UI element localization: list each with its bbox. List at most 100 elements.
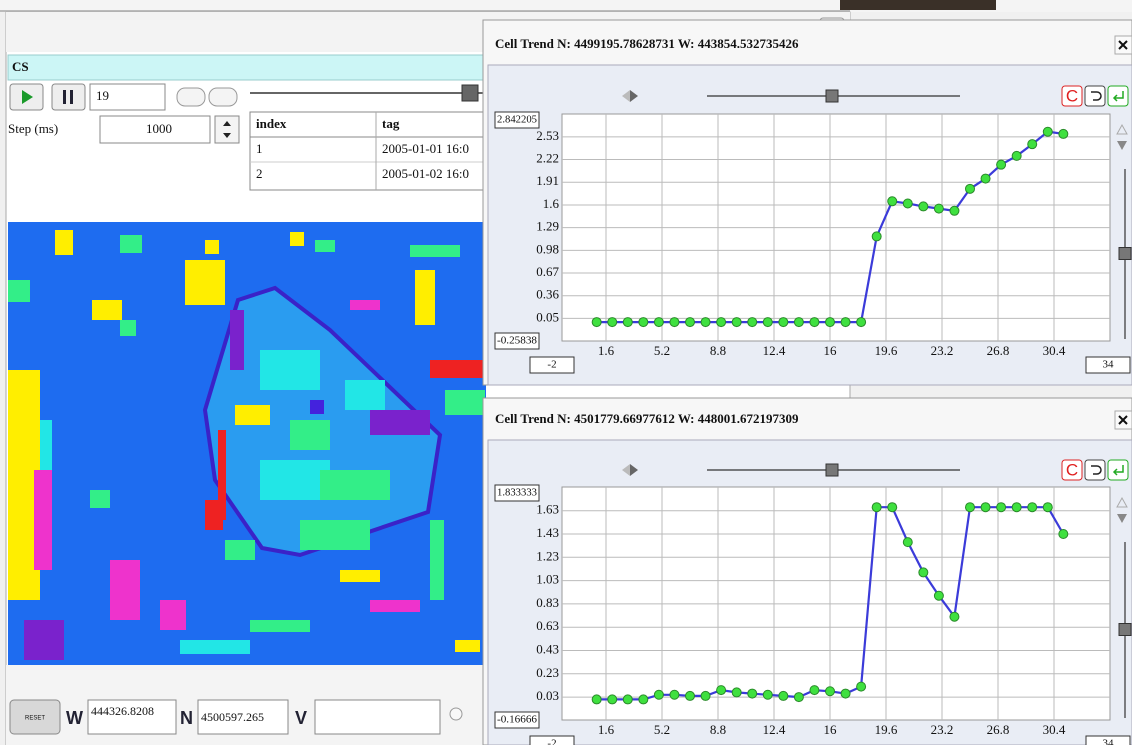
data-point[interactable] bbox=[934, 591, 943, 600]
toggle-button[interactable] bbox=[209, 88, 237, 106]
data-point[interactable] bbox=[763, 318, 772, 327]
data-point[interactable] bbox=[919, 568, 928, 577]
data-point[interactable] bbox=[670, 690, 679, 699]
x-tick-label: 8.8 bbox=[710, 343, 726, 358]
data-point[interactable] bbox=[717, 686, 726, 695]
w-label: W bbox=[66, 708, 83, 728]
data-point[interactable] bbox=[654, 690, 663, 699]
data-point[interactable] bbox=[966, 184, 975, 193]
data-point[interactable] bbox=[950, 612, 959, 621]
x-max-label: 34 bbox=[1103, 738, 1115, 745]
radio-button[interactable] bbox=[450, 708, 462, 720]
data-point[interactable] bbox=[981, 174, 990, 183]
data-point[interactable] bbox=[608, 695, 617, 704]
map-patch bbox=[235, 405, 270, 425]
data-point[interactable] bbox=[841, 318, 850, 327]
data-point[interactable] bbox=[841, 689, 850, 698]
apply-button[interactable] bbox=[1108, 86, 1128, 106]
data-point[interactable] bbox=[701, 691, 710, 700]
toggle-button[interactable] bbox=[177, 88, 205, 106]
zoom-thumb[interactable] bbox=[1119, 624, 1131, 636]
map-patch bbox=[290, 232, 304, 246]
data-point[interactable] bbox=[732, 688, 741, 697]
data-point[interactable] bbox=[857, 318, 866, 327]
data-point[interactable] bbox=[810, 686, 819, 695]
table-cell: 2005-01-01 16:0 bbox=[382, 141, 469, 156]
data-point[interactable] bbox=[592, 695, 601, 704]
data-point[interactable] bbox=[1012, 503, 1021, 512]
data-point[interactable] bbox=[623, 318, 632, 327]
data-point[interactable] bbox=[1043, 503, 1052, 512]
data-point[interactable] bbox=[950, 206, 959, 215]
data-point[interactable] bbox=[1059, 529, 1068, 538]
data-point[interactable] bbox=[888, 197, 897, 206]
data-point[interactable] bbox=[903, 538, 912, 547]
panel-title-bar bbox=[8, 55, 486, 80]
range-thumb[interactable] bbox=[826, 90, 838, 102]
range-thumb[interactable] bbox=[826, 464, 838, 476]
data-point[interactable] bbox=[670, 318, 679, 327]
data-point[interactable] bbox=[748, 318, 757, 327]
data-point[interactable] bbox=[919, 202, 928, 211]
data-point[interactable] bbox=[1028, 503, 1037, 512]
x-tick-label: 8.8 bbox=[710, 722, 726, 737]
data-point[interactable] bbox=[903, 199, 912, 208]
data-point[interactable] bbox=[794, 693, 803, 702]
n-label: N bbox=[180, 708, 193, 728]
raster-map[interactable] bbox=[8, 222, 490, 665]
undo-button[interactable] bbox=[1085, 86, 1105, 106]
step-spinner[interactable] bbox=[215, 116, 239, 143]
data-point[interactable] bbox=[639, 695, 648, 704]
v-input[interactable] bbox=[315, 700, 440, 734]
map-patch bbox=[370, 600, 420, 612]
data-point[interactable] bbox=[732, 318, 741, 327]
data-point[interactable] bbox=[1012, 151, 1021, 160]
data-point[interactable] bbox=[826, 687, 835, 696]
data-point[interactable] bbox=[826, 318, 835, 327]
data-point[interactable] bbox=[997, 503, 1006, 512]
data-point[interactable] bbox=[608, 318, 617, 327]
data-point[interactable] bbox=[748, 689, 757, 698]
data-point[interactable] bbox=[810, 318, 819, 327]
clear-label: C bbox=[1066, 86, 1078, 105]
data-point[interactable] bbox=[654, 318, 663, 327]
map-patch bbox=[160, 600, 186, 630]
zoom-thumb[interactable] bbox=[1119, 248, 1131, 260]
data-point[interactable] bbox=[872, 503, 881, 512]
data-point[interactable] bbox=[686, 318, 695, 327]
v-label: V bbox=[295, 708, 307, 728]
apply-button[interactable] bbox=[1108, 460, 1128, 480]
y-tick-label: 0.67 bbox=[536, 264, 559, 279]
data-point[interactable] bbox=[1059, 129, 1068, 138]
data-point[interactable] bbox=[888, 503, 897, 512]
x-tick-label: 5.2 bbox=[654, 343, 670, 358]
data-point[interactable] bbox=[779, 691, 788, 700]
table-cell: 2 bbox=[256, 166, 263, 181]
data-point[interactable] bbox=[717, 318, 726, 327]
undo-button[interactable] bbox=[1085, 460, 1105, 480]
y-tick-label: 0.43 bbox=[536, 641, 559, 656]
map-patch bbox=[445, 390, 485, 415]
data-point[interactable] bbox=[794, 318, 803, 327]
data-point[interactable] bbox=[639, 318, 648, 327]
y-tick-label: 1.23 bbox=[536, 548, 559, 563]
data-point[interactable] bbox=[779, 318, 788, 327]
slider-thumb[interactable] bbox=[462, 85, 478, 101]
pause-button[interactable] bbox=[52, 84, 85, 110]
data-point[interactable] bbox=[686, 691, 695, 700]
map-patch bbox=[260, 350, 320, 390]
data-point[interactable] bbox=[623, 695, 632, 704]
data-point[interactable] bbox=[857, 682, 866, 691]
data-point[interactable] bbox=[1043, 127, 1052, 136]
data-point[interactable] bbox=[592, 318, 601, 327]
data-point[interactable] bbox=[981, 503, 990, 512]
data-point[interactable] bbox=[934, 204, 943, 213]
data-point[interactable] bbox=[701, 318, 710, 327]
data-point[interactable] bbox=[1028, 140, 1037, 149]
map-patch bbox=[430, 360, 490, 378]
data-point[interactable] bbox=[763, 690, 772, 699]
data-point[interactable] bbox=[966, 503, 975, 512]
map-patch bbox=[300, 520, 370, 550]
data-point[interactable] bbox=[872, 232, 881, 241]
data-point[interactable] bbox=[997, 160, 1006, 169]
